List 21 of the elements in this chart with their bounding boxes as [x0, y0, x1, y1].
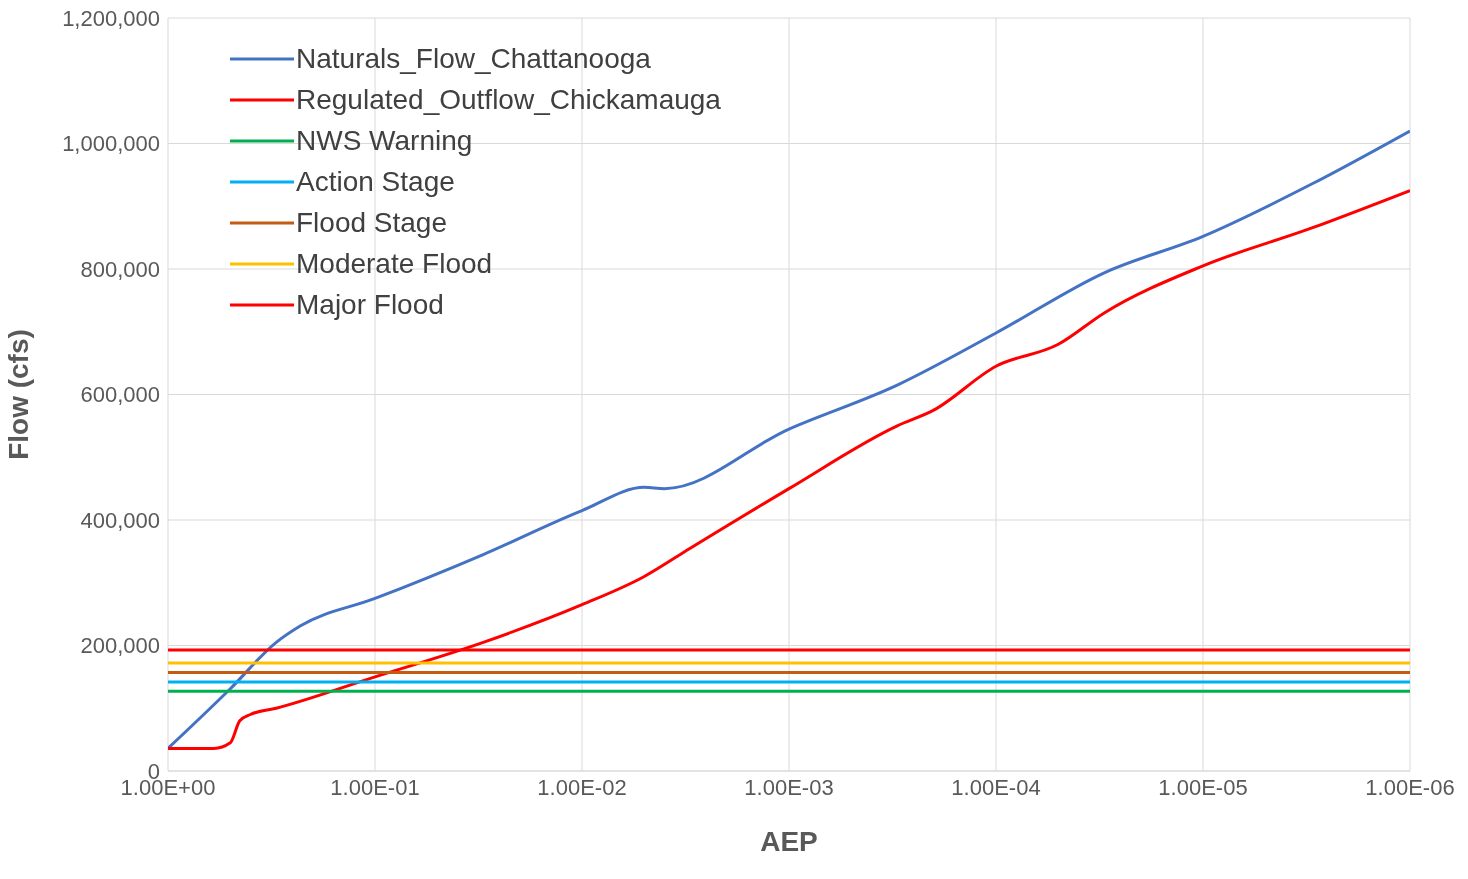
legend-label: NWS Warning: [296, 124, 473, 158]
x-tick-label: 1.00E-01: [330, 774, 420, 800]
y-tick-label: 200,000: [80, 633, 160, 659]
x-tick-label: 1.00E-03: [744, 774, 834, 800]
legend-label: Flood Stage: [296, 206, 447, 240]
y-axis-title: Flow (cfs): [2, 329, 34, 460]
x-tick-label: 1.00E-04: [951, 774, 1041, 800]
y-tick-label: 400,000: [80, 507, 160, 533]
x-tick-label: 1.00E-02: [537, 774, 627, 800]
y-tick-label: 1,000,000: [62, 131, 160, 157]
legend-label: Moderate Flood: [296, 247, 493, 281]
legend-label: Naturals_Flow_Chattanooga: [296, 42, 651, 76]
y-tick-label: 1,200,000: [62, 5, 160, 31]
legend-label: Regulated_Outflow_Chickamauga: [296, 83, 721, 117]
y-tick-label: 800,000: [80, 256, 160, 282]
legend-label: Major Flood: [296, 288, 444, 322]
legend-label: Action Stage: [296, 165, 455, 199]
y-tick-label: 600,000: [80, 382, 160, 408]
x-axis-title: AEP: [760, 826, 818, 857]
x-tick-label: 1.00E-06: [1365, 774, 1455, 800]
x-tick-label: 1.00E-05: [1158, 774, 1248, 800]
